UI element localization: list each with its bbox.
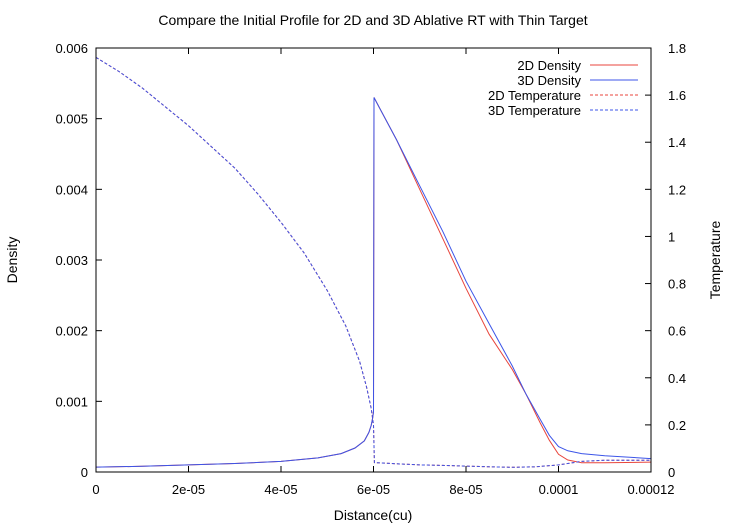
y-tick-label: 0.003: [55, 253, 88, 268]
y2-tick-label: 1.6: [668, 88, 686, 103]
series-line-2: [95, 97, 652, 468]
y-tick-label: 0.001: [55, 394, 88, 409]
y2-tick-label: 0: [668, 465, 675, 480]
x-tick-label: 0: [92, 482, 99, 497]
chart-title: Compare the Initial Profile for 2D and 3…: [158, 12, 587, 28]
x-tick-label: 0.0001: [539, 482, 579, 497]
x-axis: 0 2e-05 4e-05 6e-05 8e-05 0.0001 0.00012: [92, 48, 675, 497]
y-tick-label: 0.006: [55, 41, 88, 56]
y2-tick-label: 1: [668, 229, 675, 244]
y2-tick-label: 1.8: [668, 41, 686, 56]
y-axis-right: 0 0.2 0.4 0.6 0.8 1 1.2 1.4 1.6 1.8: [645, 41, 686, 480]
x-axis-label: Distance(cu): [334, 507, 413, 523]
y-tick-label: 0: [81, 465, 88, 480]
legend-label: 2D Density: [517, 58, 581, 73]
x-tick-label: 4e-05: [264, 482, 297, 497]
y-tick-label: 0.005: [55, 112, 88, 127]
series-layer: [95, 56, 652, 468]
legend-label: 3D Temperature: [488, 103, 581, 118]
y2-tick-label: 0.4: [668, 371, 686, 386]
y2-axis-label: Temperature: [707, 220, 723, 299]
y-tick-label: 0.002: [55, 324, 88, 339]
y2-tick-label: 0.2: [668, 418, 686, 433]
y-axis-left: 0 0.001 0.002 0.003 0.004 0.005 0.006: [55, 41, 102, 480]
legend-label: 2D Temperature: [488, 88, 581, 103]
x-tick-label: 2e-05: [172, 482, 205, 497]
x-tick-label: 6e-05: [357, 482, 390, 497]
y2-tick-label: 0.6: [668, 324, 686, 339]
x-tick-label: 0.00012: [628, 482, 675, 497]
y2-tick-label: 1.2: [668, 182, 686, 197]
x-tick-label: 8e-05: [449, 482, 482, 497]
legend-label: 3D Density: [517, 73, 581, 88]
y-axis-label: Density: [4, 237, 20, 284]
y-tick-label: 0.004: [55, 182, 88, 197]
series-line-4: [95, 56, 651, 468]
y2-tick-label: 1.4: [668, 135, 686, 150]
y2-tick-label: 0.8: [668, 277, 686, 292]
